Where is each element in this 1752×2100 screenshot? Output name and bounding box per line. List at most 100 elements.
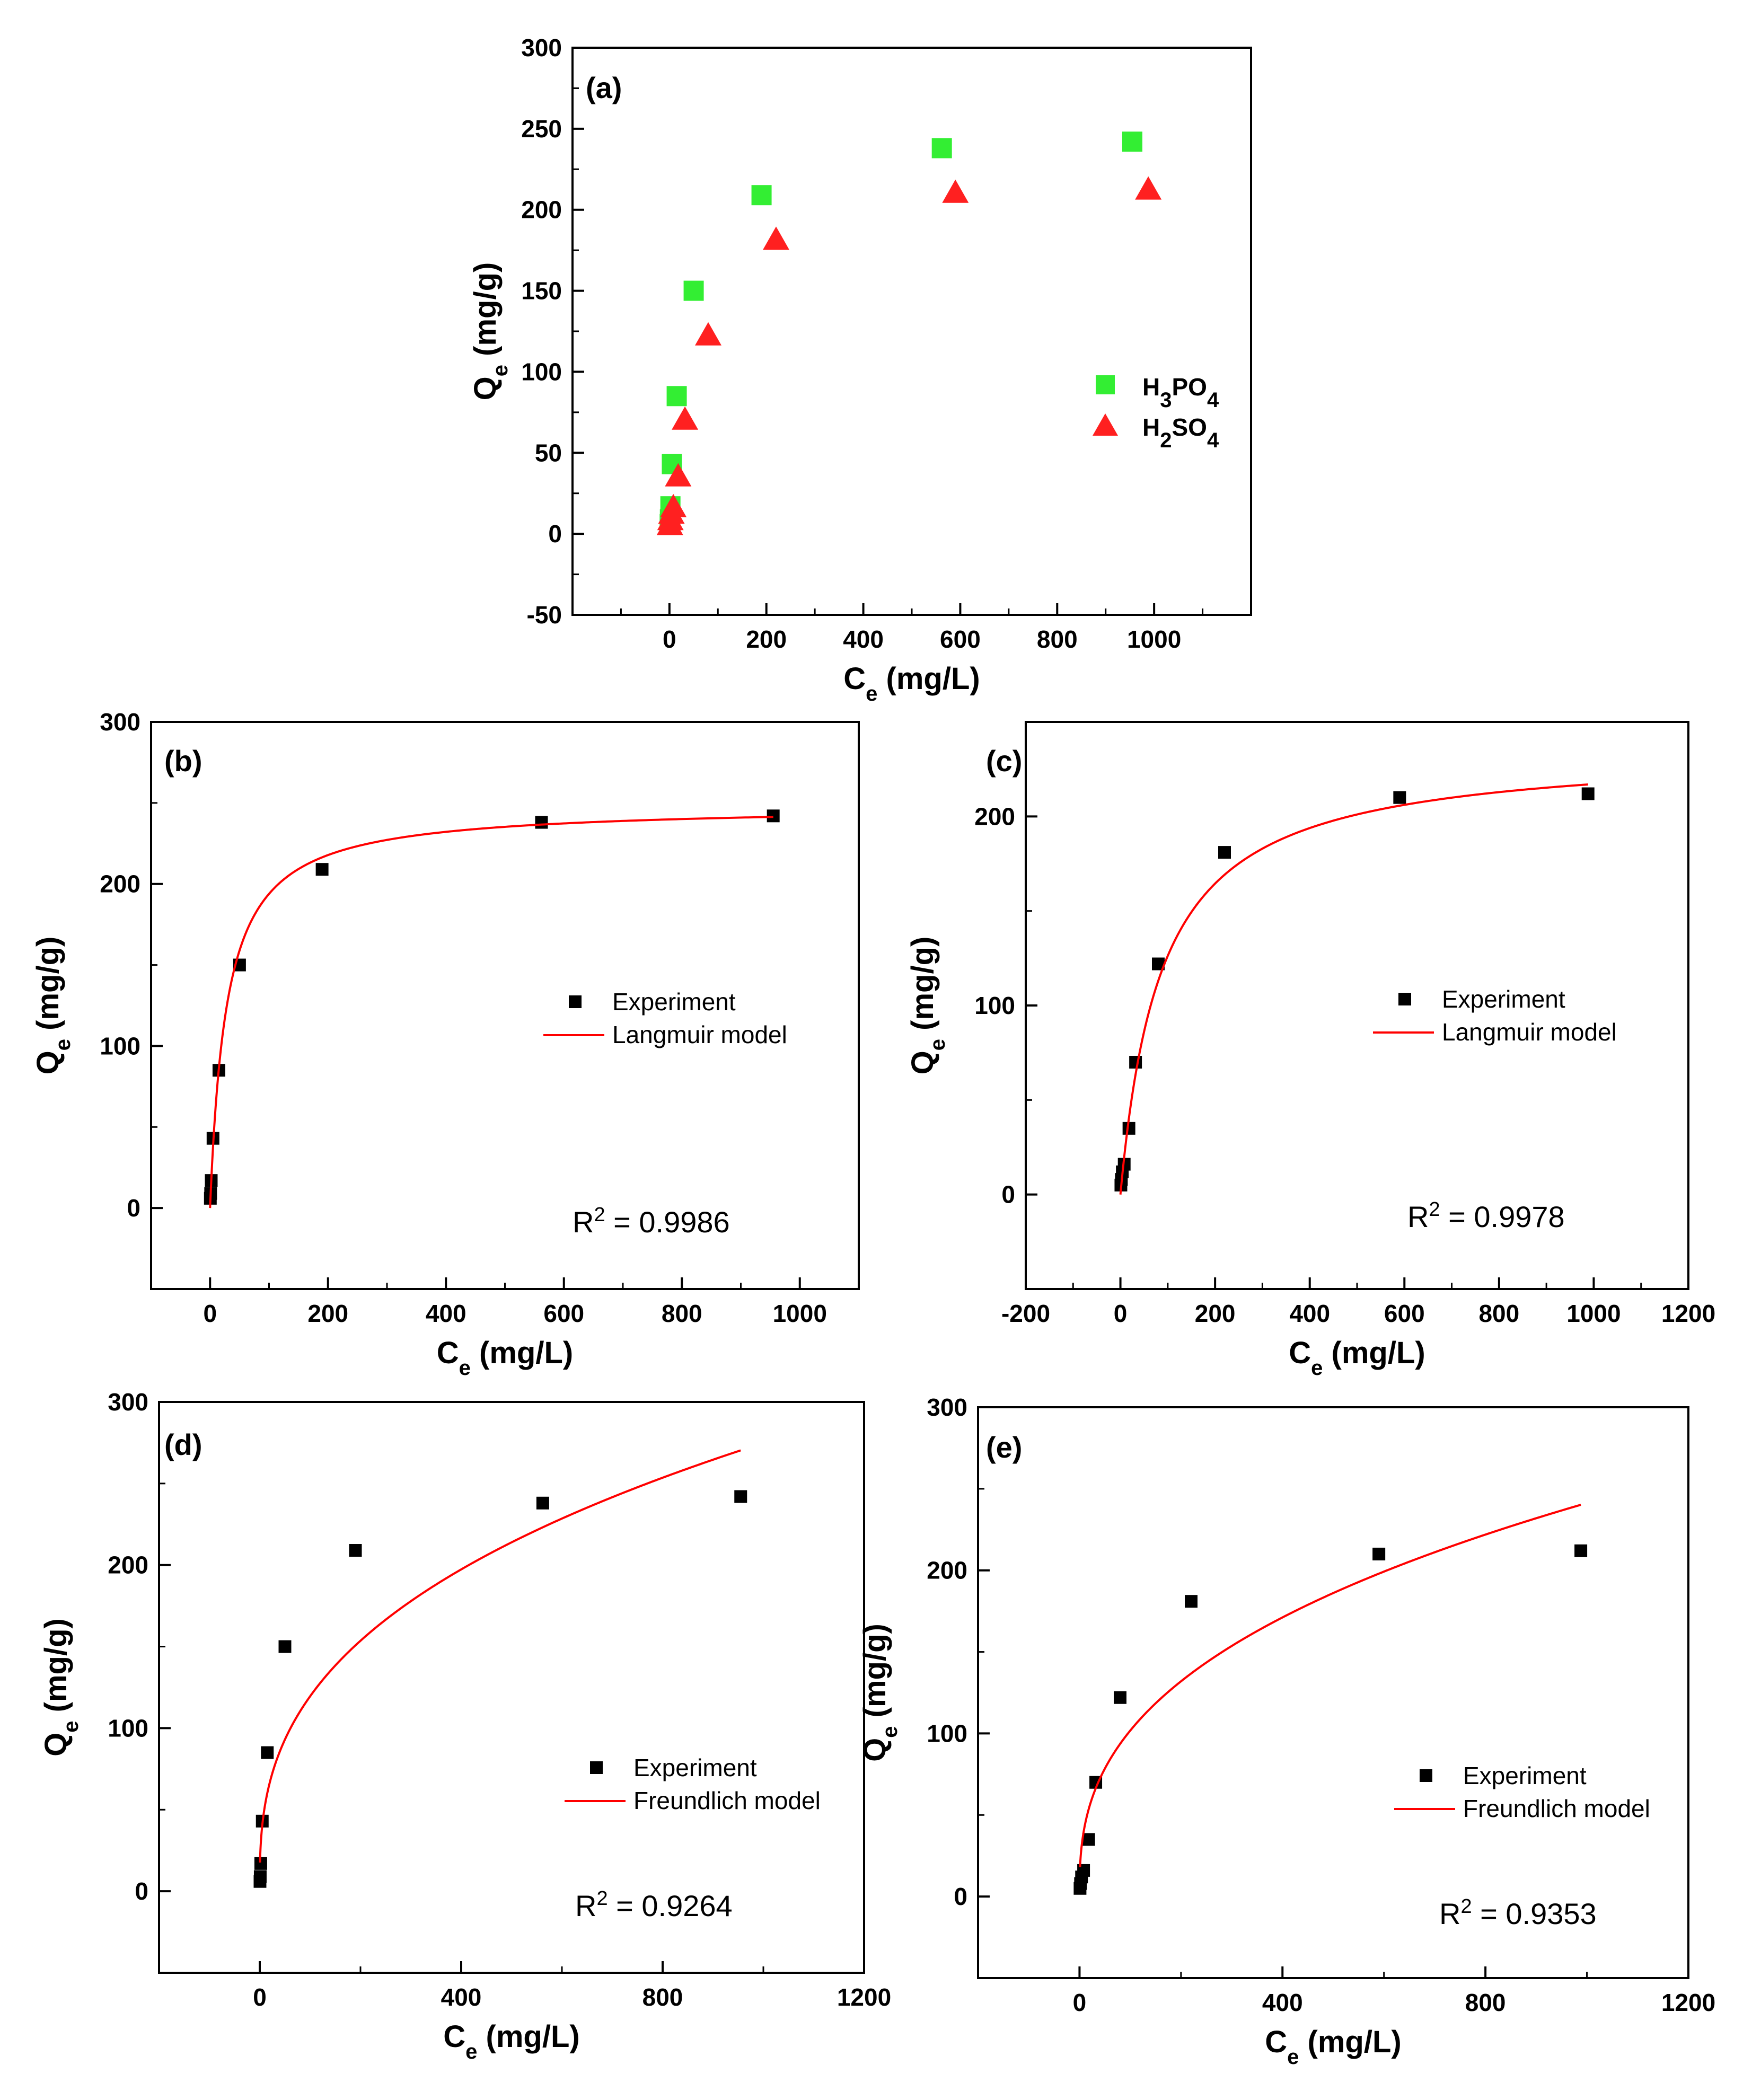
r-squared-annotation: R2 = 0.9986 — [573, 1204, 730, 1239]
y-axis-label: Qe (mg/g) — [468, 262, 512, 401]
y-tick-label: 100 — [100, 1032, 140, 1060]
y-tick-label: 0 — [548, 520, 562, 548]
data-point-square — [349, 1544, 362, 1557]
data-point-square — [1581, 787, 1595, 800]
legend-label: Experiment — [612, 988, 736, 1016]
legend-label: Freundlich model — [1463, 1795, 1650, 1822]
x-tick-label: 200 — [746, 625, 787, 653]
x-tick-label: 200 — [1195, 1300, 1236, 1327]
data-point-square — [931, 138, 952, 158]
r-squared-symbol: R — [573, 1205, 594, 1239]
x-axis-label: Ce (mg/L) — [843, 661, 980, 705]
legend-marker-square — [1420, 1769, 1432, 1782]
data-point-square — [1122, 131, 1142, 152]
y-axis-label: Qe (mg/g) — [39, 1618, 83, 1757]
legend-label-symbol: PO — [1172, 373, 1207, 401]
data-point-square — [734, 1490, 747, 1503]
x-axis-label-symbol: C — [843, 661, 866, 696]
y-axis-label: Qe (mg/g) — [905, 937, 949, 1075]
x-axis-label-unit: (mg/L) — [477, 2019, 579, 2054]
panel-label: (c) — [986, 744, 1022, 778]
x-tick-label: 0 — [663, 625, 676, 653]
x-axis-label: Ce (mg/L) — [1265, 2025, 1401, 2069]
data-point-square — [536, 1496, 549, 1510]
legend-marker-square — [1096, 375, 1115, 394]
y-tick-label: 100 — [108, 1714, 148, 1742]
legend-label: H2SO4 — [1142, 413, 1219, 452]
x-tick-label: 400 — [441, 1983, 482, 2011]
y-axis-label-symbol: Q — [905, 1051, 940, 1074]
data-point-square — [253, 1870, 267, 1883]
x-tick-label: 1000 — [1566, 1300, 1621, 1327]
legend-label: H3PO4 — [1142, 373, 1219, 412]
y-tick-label: 200 — [521, 196, 562, 224]
plot-frame — [150, 721, 860, 1290]
y-tick-label: 200 — [927, 1557, 967, 1584]
data-point-triangle — [763, 226, 789, 250]
legend-label: Langmuir model — [612, 1021, 787, 1048]
data-point-triangle — [672, 406, 699, 430]
y-axis-label-symbol: Q — [31, 1051, 65, 1074]
legend-label-symbol: H — [1142, 373, 1160, 401]
x-tick-label: -200 — [1001, 1300, 1050, 1327]
x-axis-label-symbol: C — [443, 2019, 465, 2054]
data-point-triangle — [695, 322, 721, 346]
y-axis-label-unit: (mg/g) — [468, 262, 503, 365]
y-axis-label-subscript: e — [926, 1039, 949, 1051]
x-axis-label-subscript: e — [459, 1356, 471, 1380]
x-axis-label-unit: (mg/L) — [877, 661, 980, 696]
x-tick-label: 200 — [307, 1300, 348, 1327]
y-tick-label: 100 — [521, 358, 562, 385]
data-point-square — [535, 816, 548, 829]
x-axis-label-unit: (mg/L) — [1299, 2025, 1401, 2059]
r-squared-superscript: 2 — [596, 1887, 608, 1910]
r-squared-symbol: R — [1407, 1200, 1429, 1233]
plot-frame — [977, 1406, 1689, 1979]
data-point-square — [315, 863, 329, 876]
panel-label: (e) — [986, 1431, 1022, 1464]
data-point-square — [278, 1640, 292, 1653]
r-squared-annotation: R2 = 0.9264 — [575, 1887, 733, 1922]
r-squared-annotation: R2 = 0.9978 — [1407, 1198, 1565, 1233]
data-point-square — [1393, 791, 1406, 804]
legend-label-subscript: 3 — [1160, 389, 1172, 412]
legend-label-symbol: H — [1142, 413, 1160, 441]
x-tick-label: 600 — [543, 1300, 584, 1327]
data-point-square — [1574, 1544, 1588, 1557]
x-tick-label: 0 — [253, 1983, 267, 2011]
data-point-square — [261, 1746, 274, 1759]
data-point-square — [767, 809, 780, 823]
data-point-square — [751, 185, 772, 206]
x-tick-label: 800 — [662, 1300, 702, 1327]
x-tick-label: 800 — [1465, 1989, 1506, 2016]
y-axis-label-subscript: e — [51, 1039, 75, 1051]
y-axis-label-symbol: Q — [39, 1733, 73, 1757]
y-tick-label: 50 — [535, 439, 562, 466]
r-squared-value: = 0.9353 — [1472, 1897, 1597, 1930]
y-tick-label: 0 — [954, 1883, 967, 1910]
x-axis-label-subscript: e — [1311, 1356, 1323, 1380]
legend-marker-square — [590, 1761, 603, 1774]
x-axis-label-symbol: C — [1265, 2025, 1287, 2059]
model-curve — [1079, 1504, 1581, 1867]
data-point-triangle — [665, 463, 692, 487]
model-curve — [259, 1449, 741, 1863]
y-axis-label-symbol: Q — [858, 1738, 892, 1762]
data-point-square — [1114, 1691, 1126, 1704]
y-axis-label: Qe (mg/g) — [31, 937, 75, 1075]
x-tick-label: 400 — [843, 625, 884, 653]
plot-frame — [158, 1401, 865, 1974]
r-squared-value: = 0.9986 — [605, 1205, 730, 1239]
x-tick-label: 1200 — [837, 1983, 891, 2011]
r-squared-superscript: 2 — [1460, 1895, 1472, 1918]
data-point-square — [1082, 1833, 1095, 1846]
panel-label: (d) — [164, 1428, 203, 1461]
x-axis-label-subscript: e — [866, 682, 877, 705]
legend-label-symbol: SO — [1172, 413, 1207, 441]
legend-label: Experiment — [1442, 985, 1565, 1013]
y-tick-label: 300 — [927, 1393, 967, 1421]
r-squared-symbol: R — [1439, 1897, 1460, 1930]
x-tick-label: 0 — [1114, 1300, 1128, 1327]
data-point-triangle — [1135, 176, 1162, 200]
